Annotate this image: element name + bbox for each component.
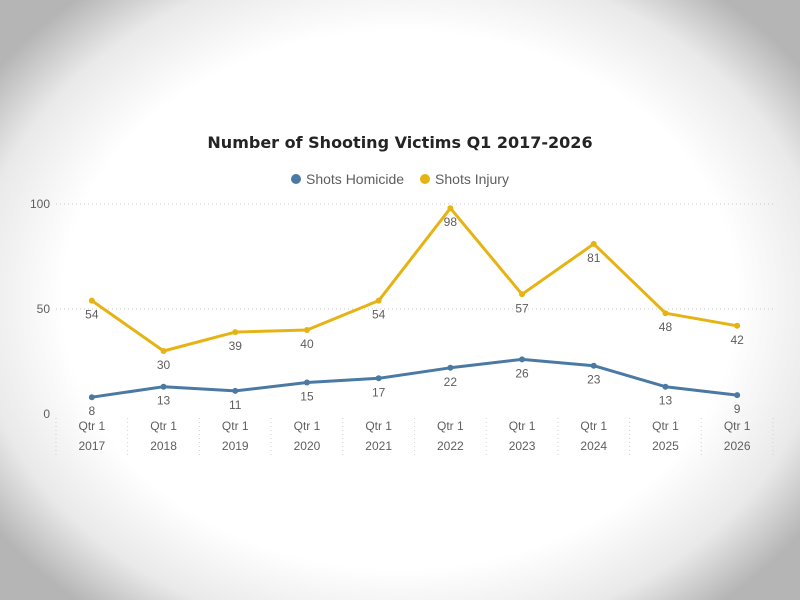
data-point-injury [590,240,597,247]
data-label-injury: 30 [157,358,171,372]
data-label-homicide: 13 [659,394,673,408]
data-point-homicide [590,362,597,369]
data-label-injury: 54 [372,308,386,322]
x-tick-label-year: 2023 [509,439,536,453]
data-point-homicide [303,379,310,386]
data-point-injury [447,205,454,212]
legend-homicide-label: Shots Homicide [306,171,405,187]
x-tick-label-quarter: Qtr 1 [222,419,249,433]
y-tick-label: 50 [37,302,51,316]
x-tick-label-year: 2017 [78,439,105,453]
data-point-injury [519,291,526,298]
x-tick-label-quarter: Qtr 1 [79,419,106,433]
data-label-injury: 48 [659,320,673,334]
data-point-homicide [662,383,669,390]
data-point-injury [375,297,382,304]
x-tick-label-year: 2024 [580,439,607,453]
data-label-homicide: 9 [734,402,741,416]
legend-injury-marker [420,174,431,184]
data-point-homicide [734,392,741,399]
data-label-injury: 98 [444,215,458,229]
series-line-injury [90,206,739,353]
data-point-homicide [160,383,167,390]
data-point-injury [160,348,167,354]
data-label-homicide: 22 [444,375,458,389]
x-tick-label-year: 2026 [724,439,751,453]
x-tick-label-year: 2022 [437,439,464,453]
x-tick-label-year: 2019 [222,439,249,453]
x-tick-label-quarter: Qtr 1 [437,419,464,433]
x-tick-label-year: 2021 [365,439,392,453]
legend-homicide-marker [291,174,301,184]
x-tick-label-quarter: Qtr 1 [365,419,392,433]
y-tick-label: 0 [43,407,50,421]
data-label-homicide: 15 [300,390,314,404]
data-label-homicide: 23 [587,373,601,387]
legend-item-homicide[interactable]: Shots Homicide [291,171,404,187]
x-tick-label-year: 2018 [150,439,177,453]
data-point-injury [303,327,310,333]
series-line-homicide [90,357,739,399]
x-tick-label-quarter: Qtr 1 [509,419,536,433]
legend-injury-label: Shots Injury [435,171,509,187]
data-label-injury: 81 [587,251,601,265]
x-tick-label-quarter: Qtr 1 [294,419,321,433]
data-label-injury: 39 [229,339,243,353]
data-label-injury: 42 [730,333,744,347]
x-tick-label-quarter: Qtr 1 [580,419,607,433]
data-label-homicide: 26 [515,366,529,380]
data-point-homicide [88,394,95,401]
legend-item-injury[interactable]: Shots Injury [420,171,509,187]
data-point-injury [88,297,95,304]
x-tick-label-year: 2025 [652,439,679,453]
data-point-homicide [447,364,454,371]
data-point-injury [662,310,669,317]
data-label-homicide: 8 [89,404,96,418]
data-point-homicide [232,387,239,394]
chart-title: Number of Shooting Victims Q1 2017-2026 [207,133,593,152]
x-tick-label-quarter: Qtr 1 [724,419,751,433]
chart-legend: Shots Homicide Shots Injury [0,171,800,187]
data-label-homicide: 11 [229,398,242,412]
x-tick-label-quarter: Qtr 1 [652,419,679,433]
data-label-homicide: 17 [372,385,386,399]
data-point-homicide [519,356,526,363]
x-tick-label-quarter: Qtr 1 [150,419,177,433]
data-point-injury [232,329,239,336]
x-tick-label-year: 2020 [294,439,321,453]
data-point-injury [734,322,741,329]
data-point-homicide [375,375,382,382]
data-label-injury: 54 [85,308,99,322]
data-label-injury: 40 [300,337,314,351]
data-label-injury: 57 [515,301,529,315]
y-tick-label: 100 [30,197,50,211]
data-label-homicide: 13 [157,394,171,408]
